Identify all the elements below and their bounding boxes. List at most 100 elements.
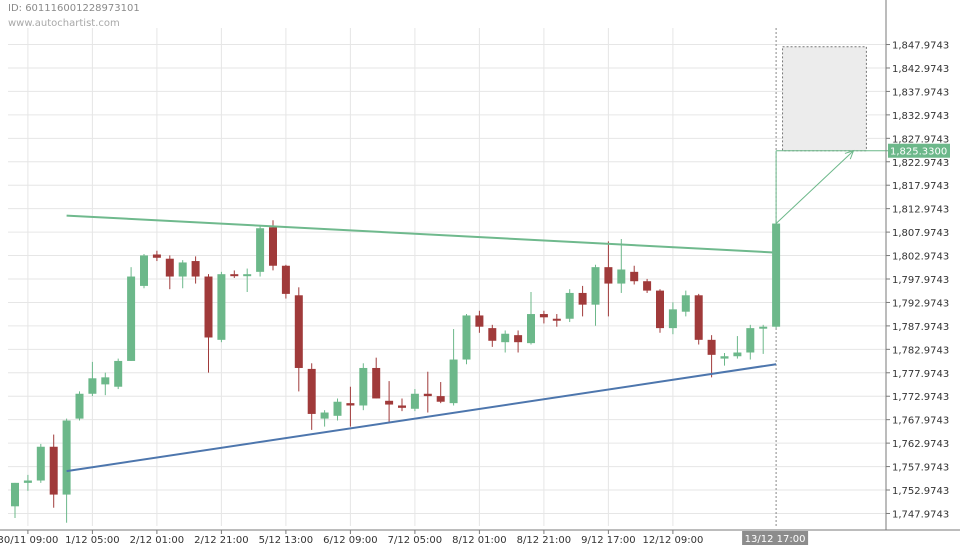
bearish-candle (656, 289, 664, 333)
bullish-candle (36, 443, 45, 483)
bullish-candle (527, 292, 535, 345)
bullish-candle (140, 254, 148, 289)
watermark-text: www.autochartist.com (8, 18, 120, 29)
candle-body (720, 356, 729, 359)
bearish-candle (423, 371, 432, 413)
candle-body (333, 401, 342, 416)
candle-body (256, 228, 265, 272)
bullish-candle (23, 474, 32, 491)
candle-body (772, 223, 781, 327)
candle-body (49, 446, 58, 495)
bearish-candle (165, 255, 174, 290)
candle-body (707, 339, 716, 355)
candle-body (178, 262, 187, 277)
current-time-label-bg (742, 531, 809, 545)
candle-body (307, 368, 316, 414)
y-tick-label: 1,747.9743 (892, 509, 949, 520)
candle-body (101, 377, 110, 385)
bullish-candle (746, 324, 755, 360)
candle-body (643, 281, 652, 291)
bullish-candle (88, 361, 97, 397)
projection-arrow-head (844, 149, 855, 160)
candle-body (578, 292, 587, 305)
y-tick-label: 1,822.9743 (892, 158, 949, 169)
y-tick-label: 1,817.9743 (892, 181, 949, 192)
candle-body (527, 314, 535, 344)
bullish-candle (591, 264, 600, 326)
bullish-candle (217, 271, 226, 343)
candle-body (617, 269, 626, 284)
bearish-candle (552, 314, 561, 327)
x-tick-label: 8/12 21:00 (517, 535, 571, 546)
candle-body (36, 446, 45, 481)
forecast-zone (782, 46, 867, 152)
bullish-candle (668, 302, 677, 335)
bullish-candle (617, 239, 626, 293)
bearish-candle (372, 357, 381, 399)
bearish-candle (281, 264, 290, 299)
candle-body (681, 295, 690, 312)
bearish-candle (475, 310, 484, 333)
candle-body (385, 400, 394, 405)
target-price-label-bg (888, 143, 950, 158)
candle-body (514, 335, 523, 343)
x-tick-label: 1/12 05:00 (65, 535, 119, 546)
y-tick-label: 1,837.9743 (892, 87, 949, 98)
candle-body (423, 393, 432, 397)
projection-arrow (775, 150, 854, 224)
y-tick-label: 1,757.9743 (892, 463, 949, 474)
candle-body (191, 261, 200, 277)
candle-body (152, 254, 161, 258)
bearish-candle (385, 381, 394, 424)
bearish-candle (604, 241, 613, 317)
bullish-candle (501, 330, 510, 353)
bullish-candle (320, 410, 329, 427)
candle-body (656, 290, 664, 329)
bullish-candle (565, 289, 574, 323)
bearish-candle (204, 274, 213, 373)
candle-body (140, 255, 148, 286)
bearish-candle (398, 398, 406, 412)
candle-body (11, 482, 19, 507)
candle-body (462, 315, 471, 360)
y-tick-label: 1,752.9743 (892, 486, 949, 497)
current-time-label: 13/12 17:00 (745, 534, 806, 545)
bullish-candle (772, 221, 781, 329)
bullish-candle (759, 324, 768, 354)
y-tick-label: 1,767.9743 (892, 416, 949, 427)
x-tick-label: 2/12 01:00 (130, 535, 184, 546)
x-tick-label: 7/12 05:00 (388, 535, 442, 546)
candle-body (372, 367, 381, 399)
x-tick-label: 30/11 09:00 (0, 535, 58, 546)
bearish-candle (694, 293, 703, 345)
y-tick-label: 1,782.9743 (892, 345, 949, 356)
candle-body (694, 295, 703, 340)
x-tick-label: 12/12 09:00 (642, 535, 703, 546)
candle-body (230, 274, 239, 277)
x-tick-label: 6/12 09:00 (323, 535, 377, 546)
candle-body (565, 292, 574, 319)
y-tick-label: 1,777.9743 (892, 369, 949, 380)
candle-body (75, 393, 84, 419)
candle-body (398, 405, 406, 408)
candle-body (501, 333, 510, 343)
bullish-candle (681, 290, 690, 317)
candle-body (23, 480, 32, 483)
y-tick-label: 1,802.9743 (892, 252, 949, 263)
y-tick-label: 1,827.9743 (892, 134, 949, 145)
candle-body (475, 315, 484, 327)
x-tick-label: 9/12 17:00 (581, 535, 635, 546)
candles (11, 220, 781, 523)
bearish-candle (49, 434, 58, 508)
chart-id-label: ID: 601116001228973101 (8, 3, 140, 14)
candle-body (552, 318, 561, 321)
candle-body (733, 352, 742, 357)
bullish-candle (733, 336, 742, 359)
y-tick-label: 1,832.9743 (892, 111, 949, 122)
y-tick-label: 1,842.9743 (892, 64, 949, 75)
bullish-candle (243, 268, 252, 293)
y-tick-label: 1,797.9743 (892, 275, 949, 286)
grid (8, 28, 886, 526)
bearish-candle (191, 256, 200, 284)
